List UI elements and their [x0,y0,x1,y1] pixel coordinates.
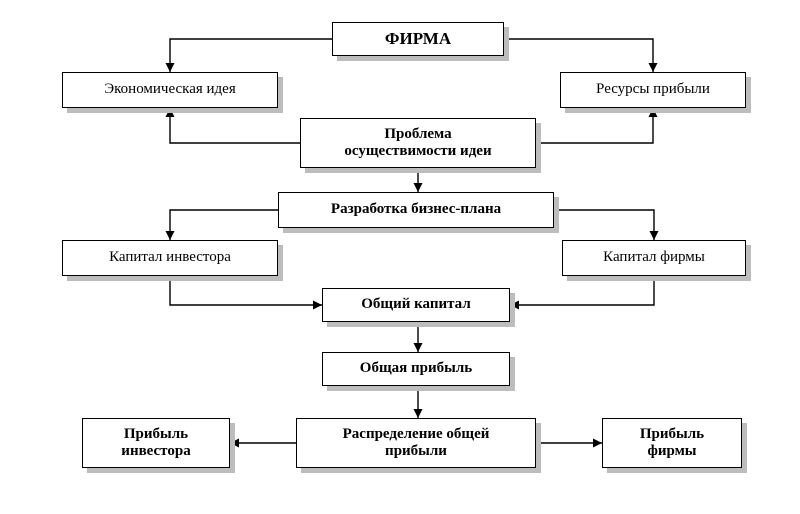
node-total_cap: Общий капитал [322,288,510,322]
edge-problem-resources [536,108,653,143]
node-plan: Разработка бизнес-плана [278,192,554,228]
arrow-problem-plan [414,183,423,192]
arrow-plan-cap_investor [166,231,175,240]
node-firma: ФИРМА [332,22,504,56]
arrow-total_profit-distribution [414,409,423,418]
arrow-firma-econ_idea [166,63,175,72]
edge-firma-resources [504,39,653,72]
arrow-plan-cap_firm [650,231,659,240]
node-econ_idea: Экономическая идея [62,72,278,108]
node-problem: Проблема осуществимости идеи [300,118,536,168]
arrow-firma-resources [649,63,658,72]
node-distribution: Распределение общей прибыли [296,418,536,468]
edge-problem-econ_idea [170,108,300,143]
node-firm_profit: Прибыль фирмы [602,418,742,468]
node-cap_firm: Капитал фирмы [562,240,746,276]
edge-plan-cap_investor [170,210,278,240]
node-total_profit: Общая прибыль [322,352,510,386]
arrow-cap_investor-total_cap [313,301,322,310]
edge-firma-econ_idea [170,39,332,72]
arrow-total_cap-total_profit [414,343,423,352]
node-resources: Ресурсы прибыли [560,72,746,108]
arrow-distribution-firm_profit [593,439,602,448]
flowchart-canvas: ФИРМА Экономическая идея Ресурсы прибыли Пр… [0,0,800,514]
node-cap_investor: Капитал инвестора [62,240,278,276]
node-inv_profit: Прибыль инвестора [82,418,230,468]
edge-plan-cap_firm [554,210,654,240]
